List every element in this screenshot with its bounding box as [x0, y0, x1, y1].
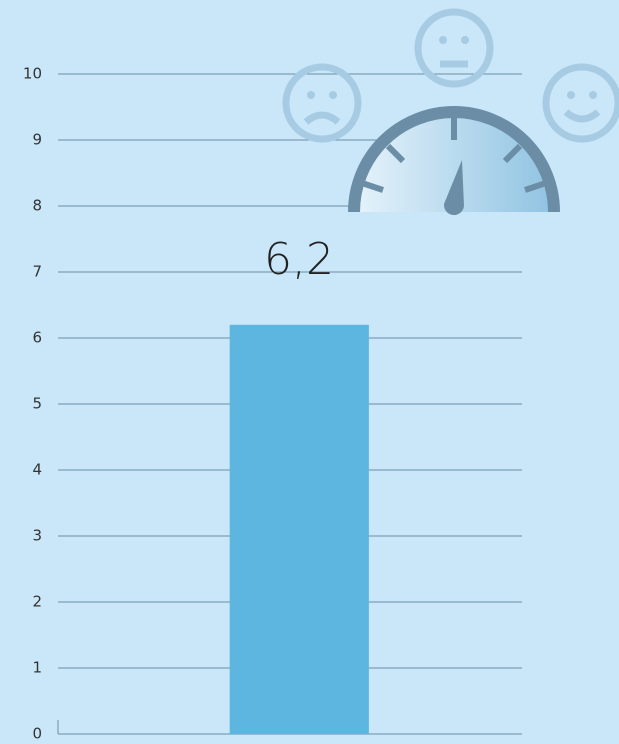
decoration — [282, 8, 619, 143]
bar — [229, 324, 369, 734]
y-tick-label: 9 — [32, 131, 42, 149]
y-tick-label: 8 — [32, 197, 42, 215]
y-tick-label: 1 — [32, 659, 42, 677]
y-tick-label: 7 — [32, 263, 42, 281]
y-tick-label: 6 — [32, 329, 42, 347]
y-tick-label: 3 — [32, 527, 42, 545]
gauge — [348, 106, 560, 216]
y-tick-label: 0 — [32, 725, 42, 743]
y-tick-label: 2 — [32, 593, 42, 611]
y-tick-label: 4 — [32, 461, 42, 479]
data-label: 6,2 — [264, 234, 334, 285]
y-tick-label: 5 — [32, 395, 42, 413]
y-tick-label: 10 — [23, 65, 42, 83]
